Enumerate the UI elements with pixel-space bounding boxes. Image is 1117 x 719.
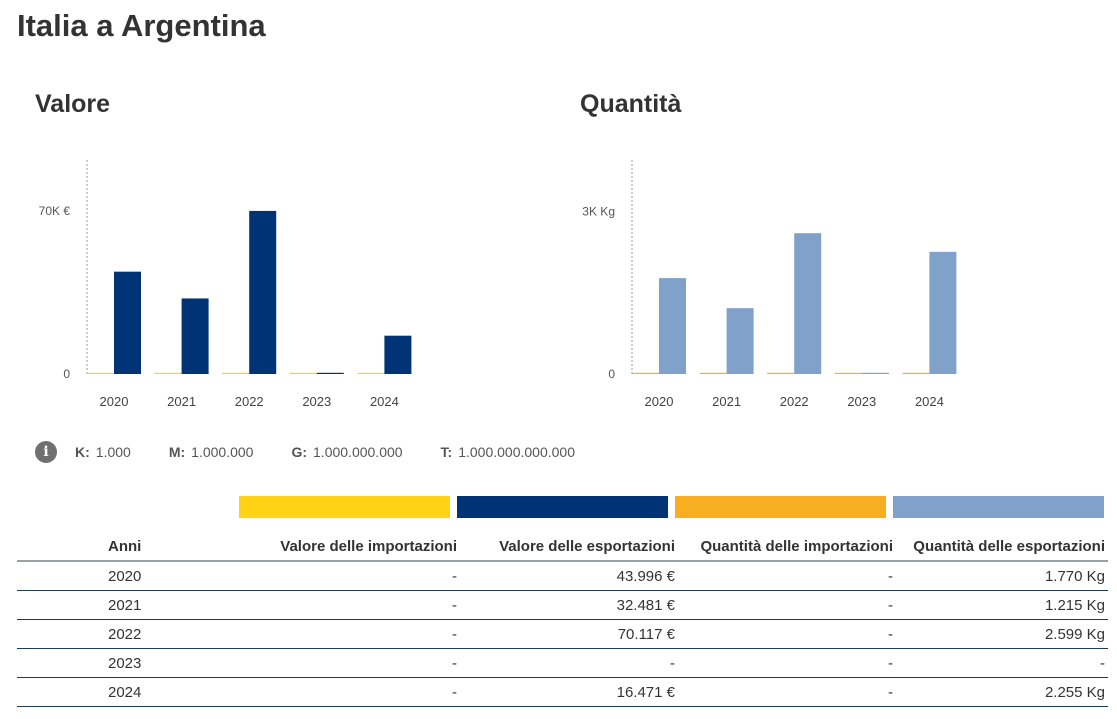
bar-import-2022[interactable] xyxy=(222,372,250,374)
cell-import-quantity: - xyxy=(675,590,893,620)
cell-export-value: 16.471 € xyxy=(457,677,675,707)
cell-import-quantity: - xyxy=(675,561,893,591)
y-tick-label: 3K Kg xyxy=(582,204,615,218)
cell-import-value: - xyxy=(239,677,457,707)
x-tick-label: 2023 xyxy=(847,394,876,409)
bar-import-2021[interactable] xyxy=(699,372,727,374)
cell-import-quantity: - xyxy=(675,619,893,649)
cell-export-quantity: 2.255 Kg xyxy=(893,677,1108,707)
bar-export-2020[interactable] xyxy=(659,278,686,374)
page-title: Italia a Argentina xyxy=(17,8,266,43)
cell-import-value: - xyxy=(239,619,457,649)
bar-import-2021[interactable] xyxy=(154,372,182,374)
series-swatch-import-value xyxy=(239,496,450,518)
header-valore-esportazioni: Valore delle esportazioni xyxy=(457,532,675,562)
cell-year: 2020 xyxy=(17,561,239,591)
legend-key: M: xyxy=(168,444,186,460)
cell-export-value: 70.117 € xyxy=(457,619,675,649)
bar-import-2024[interactable] xyxy=(357,372,385,374)
bar-import-2020[interactable] xyxy=(632,372,659,374)
legend-item-t: T: 1.000.000.000.000 xyxy=(441,444,575,460)
chart-valore: 0 70K € 2020 2021 2022 2023 2024 xyxy=(39,160,412,409)
legend-key: K: xyxy=(75,444,90,460)
legend-value: 1.000.000.000.000 xyxy=(458,444,575,460)
x-tick-label: 2020 xyxy=(100,394,129,409)
cell-export-quantity: 1.215 Kg xyxy=(893,590,1108,620)
header-quantita-esportazioni: Quantità delle esportazioni xyxy=(893,532,1108,562)
cell-import-value: - xyxy=(239,648,457,678)
cell-import-value: - xyxy=(239,561,457,591)
data-table: Anni Valore delle importazioni Valore de… xyxy=(17,532,1108,707)
cell-year: 2023 xyxy=(17,648,239,678)
bar-export-2021[interactable] xyxy=(726,308,754,374)
y-tick-label: 70K € xyxy=(39,204,71,218)
x-tick-label: 2022 xyxy=(780,394,809,409)
bar-import-2022[interactable] xyxy=(767,372,795,374)
bar-export-2024[interactable] xyxy=(384,335,412,374)
chart-quantita: 0 3K Kg 2020 2021 2022 2023 2024 xyxy=(582,160,957,409)
cell-import-quantity: - xyxy=(675,648,893,678)
legend-key: G: xyxy=(291,444,308,460)
bar-export-2023[interactable] xyxy=(861,372,889,374)
cell-export-value: 43.996 € xyxy=(457,561,675,591)
header-quantita-importazioni: Quantità delle importazioni xyxy=(675,532,893,562)
table-row: 2022 - 70.117 € - 2.599 Kg xyxy=(17,619,1108,649)
cell-year: 2021 xyxy=(17,590,239,620)
x-tick-label: 2023 xyxy=(302,394,331,409)
chart-title-valore: Valore xyxy=(35,90,111,118)
cell-import-quantity: - xyxy=(675,677,893,707)
bar-import-2020[interactable] xyxy=(87,372,114,374)
bar-export-2021[interactable] xyxy=(181,298,209,374)
cell-export-quantity: 1.770 Kg xyxy=(893,561,1108,591)
bar-import-2023[interactable] xyxy=(289,372,317,374)
table-row: 2020 - 43.996 € - 1.770 Kg xyxy=(17,561,1108,591)
cell-export-value: - xyxy=(457,648,675,678)
bar-export-2022[interactable] xyxy=(794,233,822,374)
legend-value: 1.000 xyxy=(95,444,131,460)
info-icon[interactable]: i xyxy=(35,441,57,463)
cell-export-value: 32.481 € xyxy=(457,590,675,620)
x-tick-label: 2020 xyxy=(645,394,674,409)
table-row: 2023 - - - - xyxy=(17,648,1108,678)
y-tick-label: 0 xyxy=(608,367,615,381)
series-swatch-import-quantity xyxy=(675,496,886,518)
x-tick-label: 2021 xyxy=(167,394,196,409)
legend-item-m: M: 1.000.000 xyxy=(169,444,254,460)
bar-export-2020[interactable] xyxy=(114,271,141,374)
cell-import-value: - xyxy=(239,590,457,620)
chart-title-quantita: Quantità xyxy=(580,90,682,118)
x-tick-label: 2021 xyxy=(712,394,741,409)
x-tick-label: 2022 xyxy=(235,394,264,409)
series-swatch-export-value xyxy=(457,496,668,518)
x-tick-label: 2024 xyxy=(915,394,944,409)
table-row: 2021 - 32.481 € - 1.215 Kg xyxy=(17,590,1108,620)
legend-item-k: K: 1.000 xyxy=(75,444,131,460)
bar-import-2023[interactable] xyxy=(834,372,862,374)
y-tick-label: 0 xyxy=(63,367,70,381)
legend-value: 1.000.000 xyxy=(191,444,254,460)
bar-export-2022[interactable] xyxy=(249,210,277,374)
table-row: 2024 - 16.471 € - 2.255 Kg xyxy=(17,677,1108,707)
bar-export-2024[interactable] xyxy=(929,251,957,374)
table-header-row: Anni Valore delle importazioni Valore de… xyxy=(17,532,1108,562)
cell-year: 2024 xyxy=(17,677,239,707)
header-valore-importazioni: Valore delle importazioni xyxy=(239,532,457,562)
bar-import-2024[interactable] xyxy=(902,372,930,374)
cell-export-quantity: - xyxy=(893,648,1108,678)
cell-year: 2022 xyxy=(17,619,239,649)
unit-legend: i K: 1.000 M: 1.000.000 G: 1.000.000.000… xyxy=(35,441,613,463)
series-swatch-export-quantity xyxy=(893,496,1104,518)
legend-key: T: xyxy=(440,444,453,460)
bar-export-2023[interactable] xyxy=(316,372,344,374)
legend-item-g: G: 1.000.000.000 xyxy=(291,444,402,460)
header-anni: Anni xyxy=(17,532,239,562)
cell-export-quantity: 2.599 Kg xyxy=(893,619,1108,649)
legend-value: 1.000.000.000 xyxy=(313,444,403,460)
x-tick-label: 2024 xyxy=(370,394,399,409)
